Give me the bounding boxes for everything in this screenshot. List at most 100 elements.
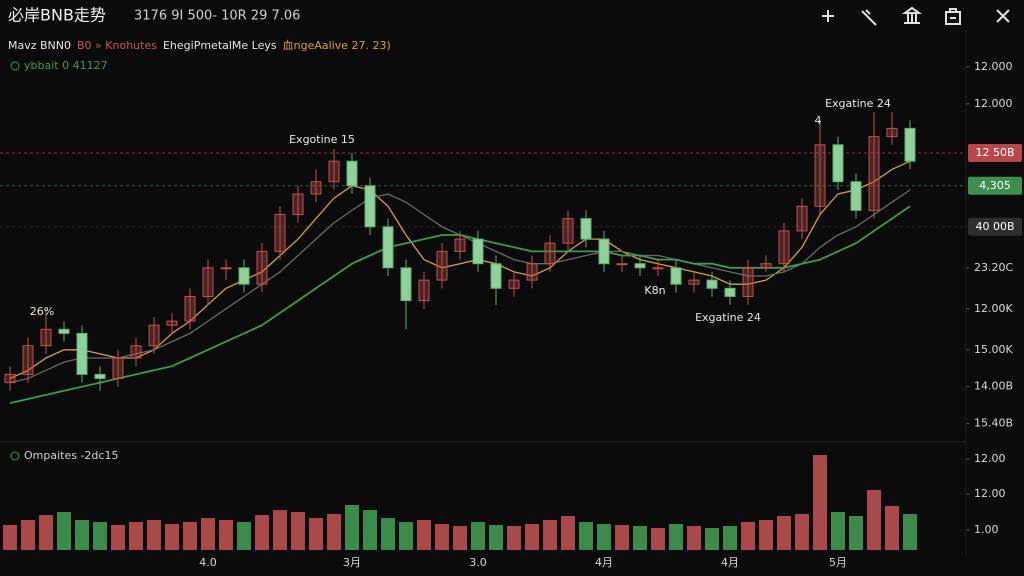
candle-body <box>688 279 700 285</box>
candle-body <box>382 226 394 269</box>
legend-entry: EhegiPmetalMe Leys <box>163 39 277 52</box>
x-tick-label: 3.0 <box>469 556 487 569</box>
volume-bar <box>687 526 701 550</box>
candle-body <box>472 238 484 265</box>
candle-body <box>724 287 736 297</box>
candle-body <box>454 238 466 252</box>
toolbar <box>822 6 1010 26</box>
candle-body <box>94 373 106 379</box>
candle-body <box>742 267 754 297</box>
volume-bar <box>183 522 197 550</box>
volume-bar <box>867 490 881 550</box>
candle-body <box>814 144 826 207</box>
candle-body <box>238 267 250 285</box>
candle-body <box>76 332 88 375</box>
volume-bar <box>75 520 89 550</box>
volume-bar <box>579 522 593 550</box>
price-tag <box>968 144 1022 162</box>
candle-body <box>634 263 646 269</box>
volume-bar <box>471 522 485 550</box>
volume-bar <box>453 526 467 550</box>
candle-body <box>490 263 502 289</box>
volume-bar <box>597 524 611 550</box>
volume-bar <box>399 522 413 550</box>
candle-body <box>850 181 862 211</box>
annotation: 26% <box>30 305 54 318</box>
candle-body <box>4 373 16 384</box>
header-info: 3176 9I 500- 10R 29 7.06 <box>134 9 300 24</box>
volume-bar <box>3 525 17 550</box>
candle-body <box>328 160 340 183</box>
legend-entry: B0 » Knohutes <box>77 39 157 52</box>
volume-bar <box>849 516 863 550</box>
v-tick-label: 12.00 <box>974 487 1006 500</box>
volume-bar <box>39 515 53 550</box>
v-tick-label: 1.00 <box>974 523 999 536</box>
annotation: Exgatine 24 <box>825 97 891 110</box>
candle-body <box>760 263 772 269</box>
price-tag-label: 4,305 <box>979 179 1011 192</box>
bank-icon[interactable] <box>901 6 923 24</box>
candle-body <box>616 263 628 266</box>
candle-body <box>166 320 178 326</box>
price-tag-label: 12 50B <box>975 146 1014 159</box>
legend-dot <box>10 61 20 71</box>
volume-bar <box>237 522 251 550</box>
price-tag <box>968 217 1022 236</box>
candle-body <box>562 218 574 244</box>
volume-bar <box>93 522 107 550</box>
volume-bar <box>633 526 647 550</box>
annotation: Exgatine 24 <box>695 311 761 324</box>
volume-bar <box>417 520 431 550</box>
volume-bar <box>273 510 287 550</box>
volume-bar <box>813 455 827 550</box>
candle-body <box>274 214 286 252</box>
bag-icon[interactable] <box>945 8 961 25</box>
x-tick-label: 4.0 <box>199 556 217 569</box>
volume-bar <box>21 520 35 550</box>
candle-body <box>202 267 214 297</box>
candle-body <box>652 267 664 270</box>
candle-body <box>58 328 70 334</box>
volume-bar <box>525 524 539 550</box>
candle-body <box>184 296 196 322</box>
tool-icon[interactable] <box>861 9 877 26</box>
add-icon[interactable] <box>822 10 834 22</box>
candle-body <box>130 345 142 359</box>
candle-body <box>40 328 52 347</box>
x-tick-label: 5月 <box>829 556 847 569</box>
volume-bar <box>543 520 557 550</box>
volume-bar <box>723 526 737 550</box>
candle-body <box>796 205 808 232</box>
volume-bar <box>651 528 665 550</box>
candle-body <box>508 279 520 289</box>
title: 必岸BNB走势 <box>8 6 106 25</box>
volume-bar <box>165 524 179 550</box>
volume-bar <box>741 522 755 550</box>
volume-bar <box>777 516 791 550</box>
annotation: 4 <box>815 114 822 127</box>
price-tag <box>968 176 1022 195</box>
y-tick-label: 15.40B <box>974 417 1013 430</box>
volume-bar <box>507 526 521 550</box>
candle-body <box>418 279 430 302</box>
legend-dot <box>10 451 20 461</box>
candle-body <box>346 160 358 187</box>
volume-bar <box>795 514 809 550</box>
candle-body <box>400 267 412 302</box>
close-icon[interactable] <box>996 9 1010 23</box>
volume-bar <box>615 525 629 550</box>
candle-body <box>580 218 592 240</box>
y-tick-label: 12.00K <box>974 302 1013 315</box>
volume-bar <box>885 506 899 550</box>
volume-bar <box>57 512 71 550</box>
candle-body <box>526 263 538 281</box>
candle-body <box>256 250 268 285</box>
volume-bar <box>309 518 323 550</box>
candle-body <box>436 250 448 281</box>
legend-entry: Mavz BNN0 <box>8 39 71 52</box>
y-tick-label: 15.00K <box>974 343 1013 356</box>
y-tick-label: 12.000 <box>974 60 1013 73</box>
candle-body <box>598 238 610 265</box>
